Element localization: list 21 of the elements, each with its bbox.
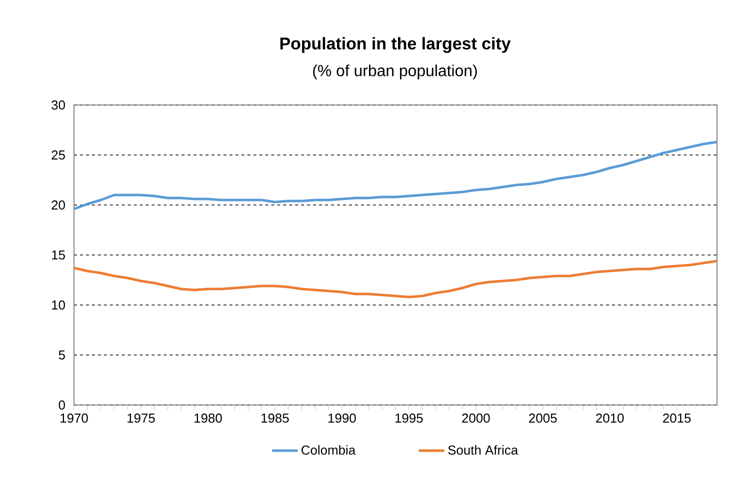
x-tick-label: 1975 <box>128 414 155 423</box>
y-tick-label: 0 <box>58 400 65 410</box>
y-tick-label: 20 <box>52 200 65 210</box>
x-tick-label: 1980 <box>194 414 222 423</box>
x-tick-label: 2010 <box>596 414 624 423</box>
y-tick-label: 25 <box>52 150 65 160</box>
x-tick-label: 2005 <box>529 414 557 423</box>
x-tick-label: 2000 <box>462 414 490 423</box>
chart-subtitle: (% of urban population) <box>313 64 477 80</box>
x-tick-label: 2015 <box>663 414 691 423</box>
y-tick-label: 5 <box>58 350 65 360</box>
x-tick-label: 1985 <box>262 414 289 423</box>
x-tick-label: 1990 <box>328 414 356 423</box>
y-tick-label: 15 <box>52 250 65 260</box>
chart-title: Population in the largest city <box>280 37 511 53</box>
y-tick-label: 30 <box>52 100 65 110</box>
legend-label: Colombia <box>302 445 356 455</box>
x-tick-label: 1970 <box>60 414 88 423</box>
legend-label: South Africa <box>448 445 518 455</box>
x-tick-label: 1995 <box>395 414 423 423</box>
y-tick-label: 10 <box>52 300 65 310</box>
